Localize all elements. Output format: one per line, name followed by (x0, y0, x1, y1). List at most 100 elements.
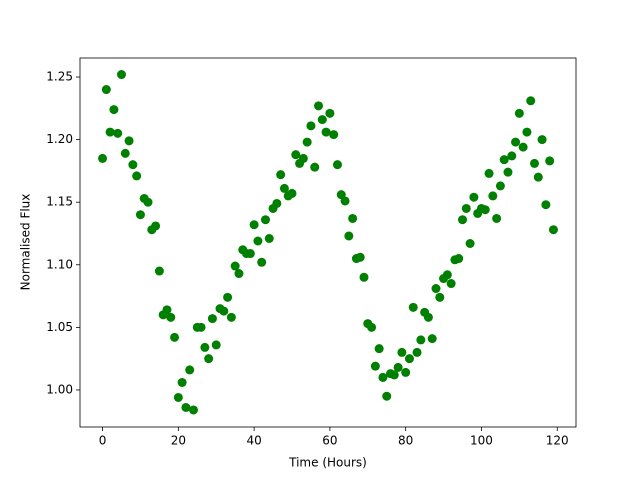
data-point (204, 354, 214, 364)
data-point (173, 392, 183, 402)
data-point (492, 213, 502, 223)
data-point (465, 239, 475, 249)
data-point (253, 236, 263, 246)
data-point (188, 405, 198, 415)
data-point (518, 142, 528, 152)
data-point (132, 171, 142, 181)
y-tick-label: 1.00 (46, 382, 73, 396)
data-point (412, 347, 422, 357)
data-point (200, 342, 210, 352)
x-tick-label: 80 (398, 434, 413, 448)
data-point (495, 181, 505, 191)
data-point (404, 354, 414, 364)
data-point (306, 121, 316, 131)
x-tick-label: 120 (546, 434, 569, 448)
data-point (234, 269, 244, 279)
data-point (329, 130, 339, 140)
data-point (279, 183, 289, 193)
data-point (370, 361, 380, 371)
data-point (162, 305, 172, 315)
data-point (408, 302, 418, 312)
data-point (499, 155, 509, 165)
y-tick-label: 1.20 (46, 132, 73, 146)
data-point (211, 340, 221, 350)
x-tick-label: 60 (322, 434, 337, 448)
data-point (223, 292, 233, 302)
data-point (514, 108, 524, 118)
data-point (226, 312, 236, 322)
x-tick-label: 20 (171, 434, 186, 448)
data-point (314, 101, 324, 111)
data-point (469, 192, 479, 202)
data-point (526, 96, 536, 106)
data-point (484, 168, 494, 178)
data-point (533, 172, 543, 182)
data-point (264, 233, 274, 243)
data-point (367, 322, 377, 332)
data-point (431, 284, 441, 294)
data-point (249, 220, 259, 230)
y-tick-label: 1.25 (46, 70, 73, 84)
data-point (196, 322, 206, 332)
data-point (401, 367, 411, 377)
data-point (423, 312, 433, 322)
data-point (166, 312, 176, 322)
data-point (245, 249, 255, 259)
data-point (454, 254, 464, 264)
data-point (374, 344, 384, 354)
data-point (257, 257, 267, 267)
data-point (397, 347, 407, 357)
y-tick-label: 1.15 (46, 195, 73, 209)
data-point (207, 314, 217, 324)
axes-frame (79, 57, 577, 428)
x-tick-label: 100 (470, 434, 493, 448)
data-point (287, 188, 297, 198)
data-point (344, 231, 354, 241)
x-axis-label: Time (Hours) (288, 456, 367, 470)
data-point (511, 137, 521, 147)
data-point (416, 335, 426, 345)
data-point (185, 365, 195, 375)
data-point (537, 135, 547, 145)
data-point (393, 362, 403, 372)
data-point (128, 160, 138, 170)
data-point (541, 200, 551, 210)
data-point (120, 148, 130, 158)
data-point (530, 158, 540, 168)
data-point (170, 332, 180, 342)
data-point (135, 210, 145, 220)
data-point (348, 213, 358, 223)
y-axis-label: Normalised Flux (19, 194, 33, 291)
data-point (548, 225, 558, 235)
data-point (291, 150, 301, 160)
data-point (359, 272, 369, 282)
data-point (389, 370, 399, 380)
data-point (272, 198, 282, 208)
data-point (98, 153, 108, 163)
data-point (219, 306, 229, 316)
data-point (124, 136, 134, 146)
data-point (522, 127, 532, 137)
x-tick-label: 0 (99, 434, 107, 448)
data-point (545, 156, 555, 166)
data-point (461, 203, 471, 213)
y-tick-label: 1.05 (46, 320, 73, 334)
data-point (177, 377, 187, 387)
x-tick-label: 40 (246, 434, 261, 448)
data-point (105, 127, 115, 137)
data-point (507, 151, 517, 161)
data-point (378, 372, 388, 382)
data-point (230, 261, 240, 271)
data-point (116, 70, 126, 80)
data-point (427, 334, 437, 344)
data-point (382, 391, 392, 401)
data-point (143, 197, 153, 207)
data-point (503, 167, 513, 177)
data-point (310, 162, 320, 172)
data-point (435, 292, 445, 302)
data-point (480, 205, 490, 215)
data-point (101, 85, 111, 95)
data-point (109, 105, 119, 115)
